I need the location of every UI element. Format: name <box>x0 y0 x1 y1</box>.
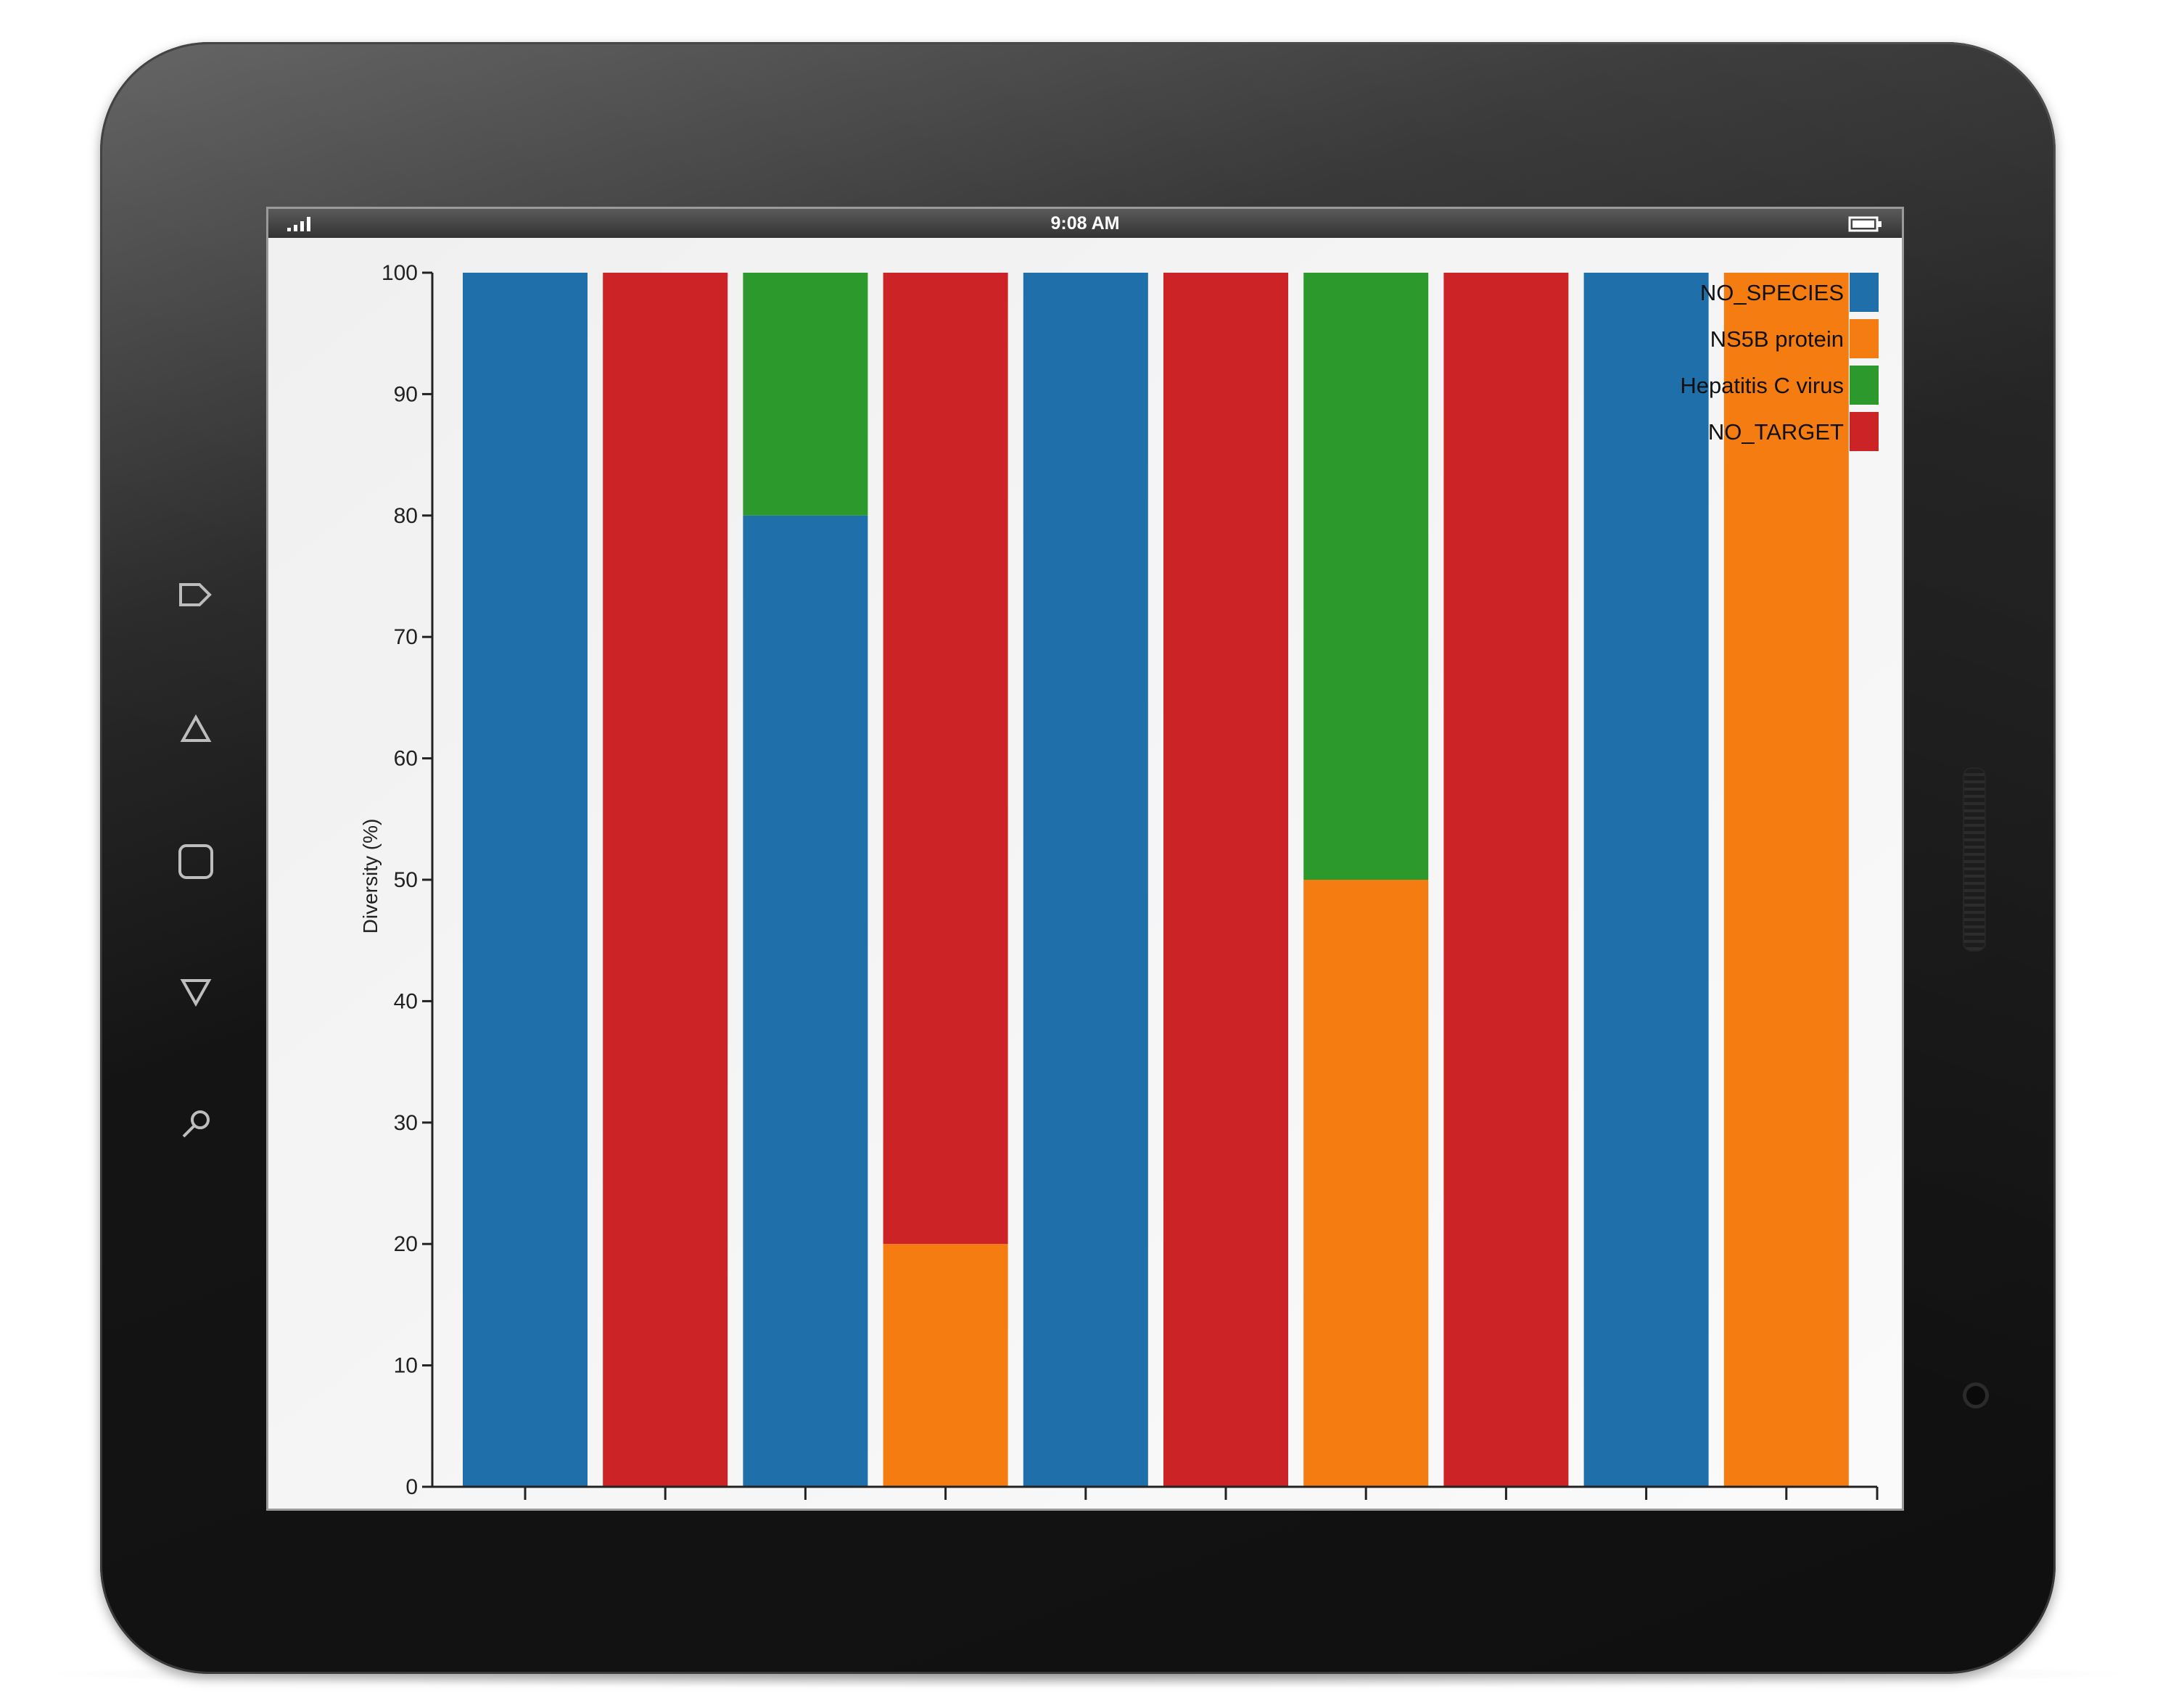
y-tick-label-30: 30 <box>394 1111 418 1135</box>
bar-8-no-target <box>1443 273 1569 1487</box>
y-tick-label-20: 20 <box>394 1232 418 1256</box>
legend-label-no-species: NO_SPECIES <box>1700 280 1844 305</box>
signal-icon <box>286 215 315 236</box>
y-tick-label-60: 60 <box>394 747 418 771</box>
home-triangle-icon[interactable] <box>174 707 218 751</box>
bar-5-no-species <box>1023 273 1148 1487</box>
bar-6-no-target <box>1163 273 1288 1487</box>
exit-icon[interactable] <box>174 573 218 616</box>
bar-3-no-species <box>743 515 868 1487</box>
speaker-grille <box>1963 767 1986 952</box>
down-triangle-icon[interactable] <box>174 970 218 1014</box>
status-time: 9:08 AM <box>1050 213 1120 234</box>
legend-swatch-hepatitis-c-virus <box>1850 366 1879 405</box>
legend-label-hepatitis-c-virus: Hepatitis C virus <box>1680 373 1844 398</box>
y-tick-label-80: 80 <box>394 504 418 528</box>
screen: 9:08 AM 0 10 20 30 40 50 60 70 80 90 100 Diversity… <box>268 209 1902 1509</box>
bar-2-no-target <box>603 273 728 1487</box>
y-tick-label-70: 70 <box>394 625 418 649</box>
status-bar: 9:08 AM <box>268 209 1902 238</box>
search-icon[interactable] <box>174 1102 218 1146</box>
y-tick-label-0: 0 <box>405 1475 418 1499</box>
y-tick-label-100: 100 <box>382 261 418 285</box>
y-tick-label-90: 90 <box>394 382 418 406</box>
legend: NO_SPECIES NS5B protein Hepatitis C virus N… <box>1680 273 1879 451</box>
y-tick-label-40: 40 <box>394 989 418 1013</box>
legend-swatch-no-target <box>1850 412 1879 451</box>
legend-label-ns5b-protein: NS5B protein <box>1710 326 1844 352</box>
y-axis-label: Diversity (%) <box>359 819 382 934</box>
bar-7-ns5b-protein <box>1303 880 1429 1487</box>
bar-10-ns5b-protein <box>1723 273 1849 1487</box>
square-icon[interactable] <box>174 840 218 883</box>
bar-1-no-species <box>463 273 588 1487</box>
legend-label-no-target: NO_TARGET <box>1708 419 1844 445</box>
camera-icon <box>1963 1382 1989 1408</box>
legend-swatch-no-species <box>1850 273 1879 312</box>
y-tick-label-10: 10 <box>394 1354 418 1378</box>
legend-swatch-ns5b-protein <box>1850 319 1879 358</box>
bar-3-hepatitis-c-virus <box>743 273 868 516</box>
axes: 0 10 20 30 40 50 60 70 80 90 100 <box>382 261 1879 1500</box>
bar-4-ns5b-protein <box>883 1244 1008 1487</box>
stacked-bar-chart: 0 10 20 30 40 50 60 70 80 90 100 Diversity (%) NO_… <box>268 238 1902 1509</box>
bar-9-no-species <box>1583 273 1709 1487</box>
battery-icon <box>1848 216 1883 236</box>
bar-4-no-target <box>883 273 1008 1245</box>
y-tick-label-50: 50 <box>394 868 418 892</box>
bars <box>463 273 1849 1487</box>
bar-7-hepatitis-c-virus <box>1303 273 1429 880</box>
